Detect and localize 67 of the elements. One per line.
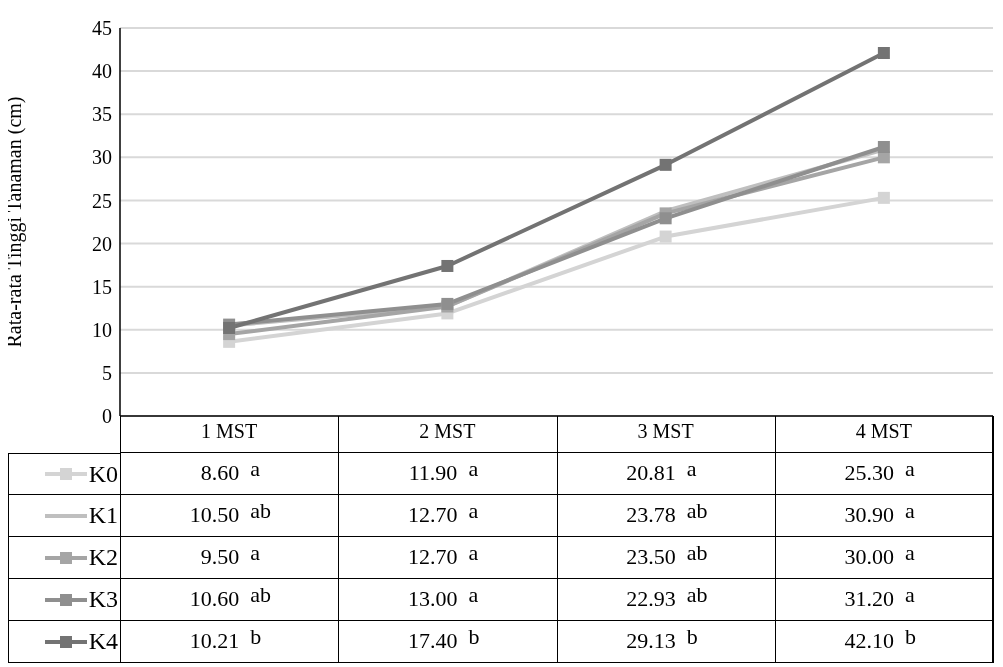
y-tick-label: 35 [92,103,112,126]
legend-label: K4 [88,628,118,655]
point [659,158,672,171]
data-label: 20.81 [626,460,676,486]
data-label: 12.70 [407,502,458,528]
text: a [468,582,479,608]
text: a [904,456,915,482]
data-label: 12.70 [407,544,458,570]
x-tick-label: 4 MST [855,420,912,443]
text: a [250,456,260,482]
y-tick-label: 25 [92,189,112,212]
point [659,212,672,225]
data-label: 23.50 [626,544,676,570]
y-axis-title: Rata-rata Tinggi Tanaman (cm) [3,96,27,348]
y-tick-label: 5 [102,361,112,384]
data-label: 25.30 [844,460,894,486]
data-label: 30.00 [844,544,894,570]
point [877,191,890,204]
y-tick-label: 20 [92,232,112,255]
data-label: 17.40 [407,628,458,654]
point [659,230,672,243]
text: ab [686,540,708,566]
text: a [468,498,479,524]
data-label: 22.93 [626,586,676,612]
legend-label: K3 [88,586,118,613]
text: ab [686,498,708,524]
text: b [468,624,480,650]
y-tick-label: 15 [92,275,112,298]
data-label: 42.10 [844,628,894,654]
data-label: 13.00 [407,586,458,612]
text: b [904,624,916,650]
text: a [904,582,915,608]
text: a [904,498,915,524]
x-tick-label: 1 MST [201,420,258,443]
point [877,47,890,59]
point [441,259,454,272]
text: a [904,540,915,566]
data-label: 8.60 [200,460,240,486]
point [877,140,890,153]
y-tick-label: 40 [92,60,112,83]
legend-label: K0 [88,460,118,488]
y-tick-label: 10 [92,318,112,341]
x-tick-label: 2 MST [419,420,476,443]
x-tick-label: 3 MST [637,420,694,443]
data-label: 31.20 [844,586,894,612]
data-label: 29.13 [626,628,676,654]
data-label: 23.78 [626,502,676,528]
data-label: 30.90 [844,502,894,528]
text: ab [686,582,708,608]
data-label: 10.21 [189,628,240,654]
data-label: 10.60 [189,586,240,612]
text: a [468,540,479,566]
text: ab [250,498,271,524]
y-tick-label: 30 [92,146,112,169]
text: b [686,624,698,650]
data-label: 9.50 [200,544,240,570]
y-tick-label: 0 [102,405,112,428]
text: ab [250,582,271,608]
text: a [468,456,479,482]
data-label: 10.50 [189,502,240,528]
text: a [250,540,260,566]
text: a [686,456,697,482]
legend-label: K1 [88,502,118,529]
legend-label: K2 [88,544,118,571]
data-label: 11.90 [408,460,458,486]
text: b [250,624,262,650]
y-tick-label: 45 [92,17,112,40]
